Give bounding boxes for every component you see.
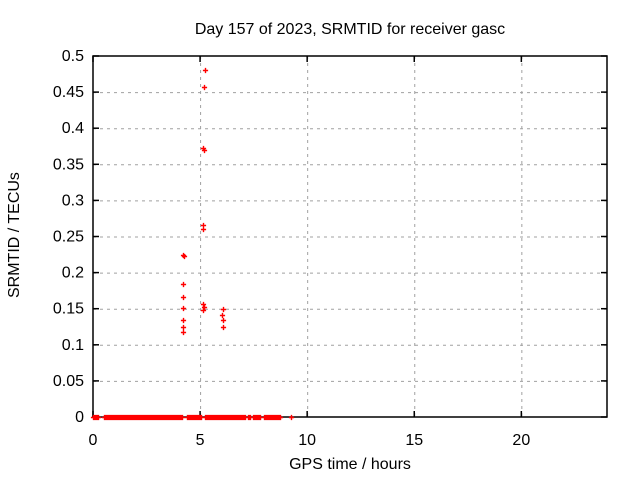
y-tick-label: 0.5 (62, 48, 84, 65)
y-tick-label: 0.45 (53, 84, 84, 101)
y-tick-label: 0.15 (53, 301, 84, 318)
axis-frame (92, 55, 608, 418)
data-points-srmtid (90, 67, 295, 421)
y-tick-label: 0.25 (53, 229, 84, 246)
x-tick-label: 0 (89, 432, 98, 449)
y-tick-label: 0 (75, 409, 84, 426)
x-axis-label: GPS time / hours (289, 456, 411, 473)
grid-lines (93, 56, 607, 417)
y-tick-label: 0.05 (53, 373, 84, 390)
tick-labels: 0 5 10 15 20 0 0.05 0.1 0.15 0.2 0.25 0.3 0.35 0.4 0.4… (53, 48, 530, 449)
x-tick-label: 10 (298, 432, 316, 449)
x-tick-label: 5 (196, 432, 205, 449)
y-tick-label: 0.3 (62, 192, 84, 209)
chart-title: Day 157 of 2023, SRMTID for receiver gas… (194, 21, 506, 38)
y-tick-label: 0.4 (62, 120, 84, 137)
x-tick-label: 20 (512, 432, 530, 449)
x-tick-label: 15 (405, 432, 423, 449)
y-tick-label: 0.35 (53, 156, 84, 173)
y-tick-label: 0.1 (62, 337, 84, 354)
y-tick-label: 0.2 (62, 265, 84, 282)
